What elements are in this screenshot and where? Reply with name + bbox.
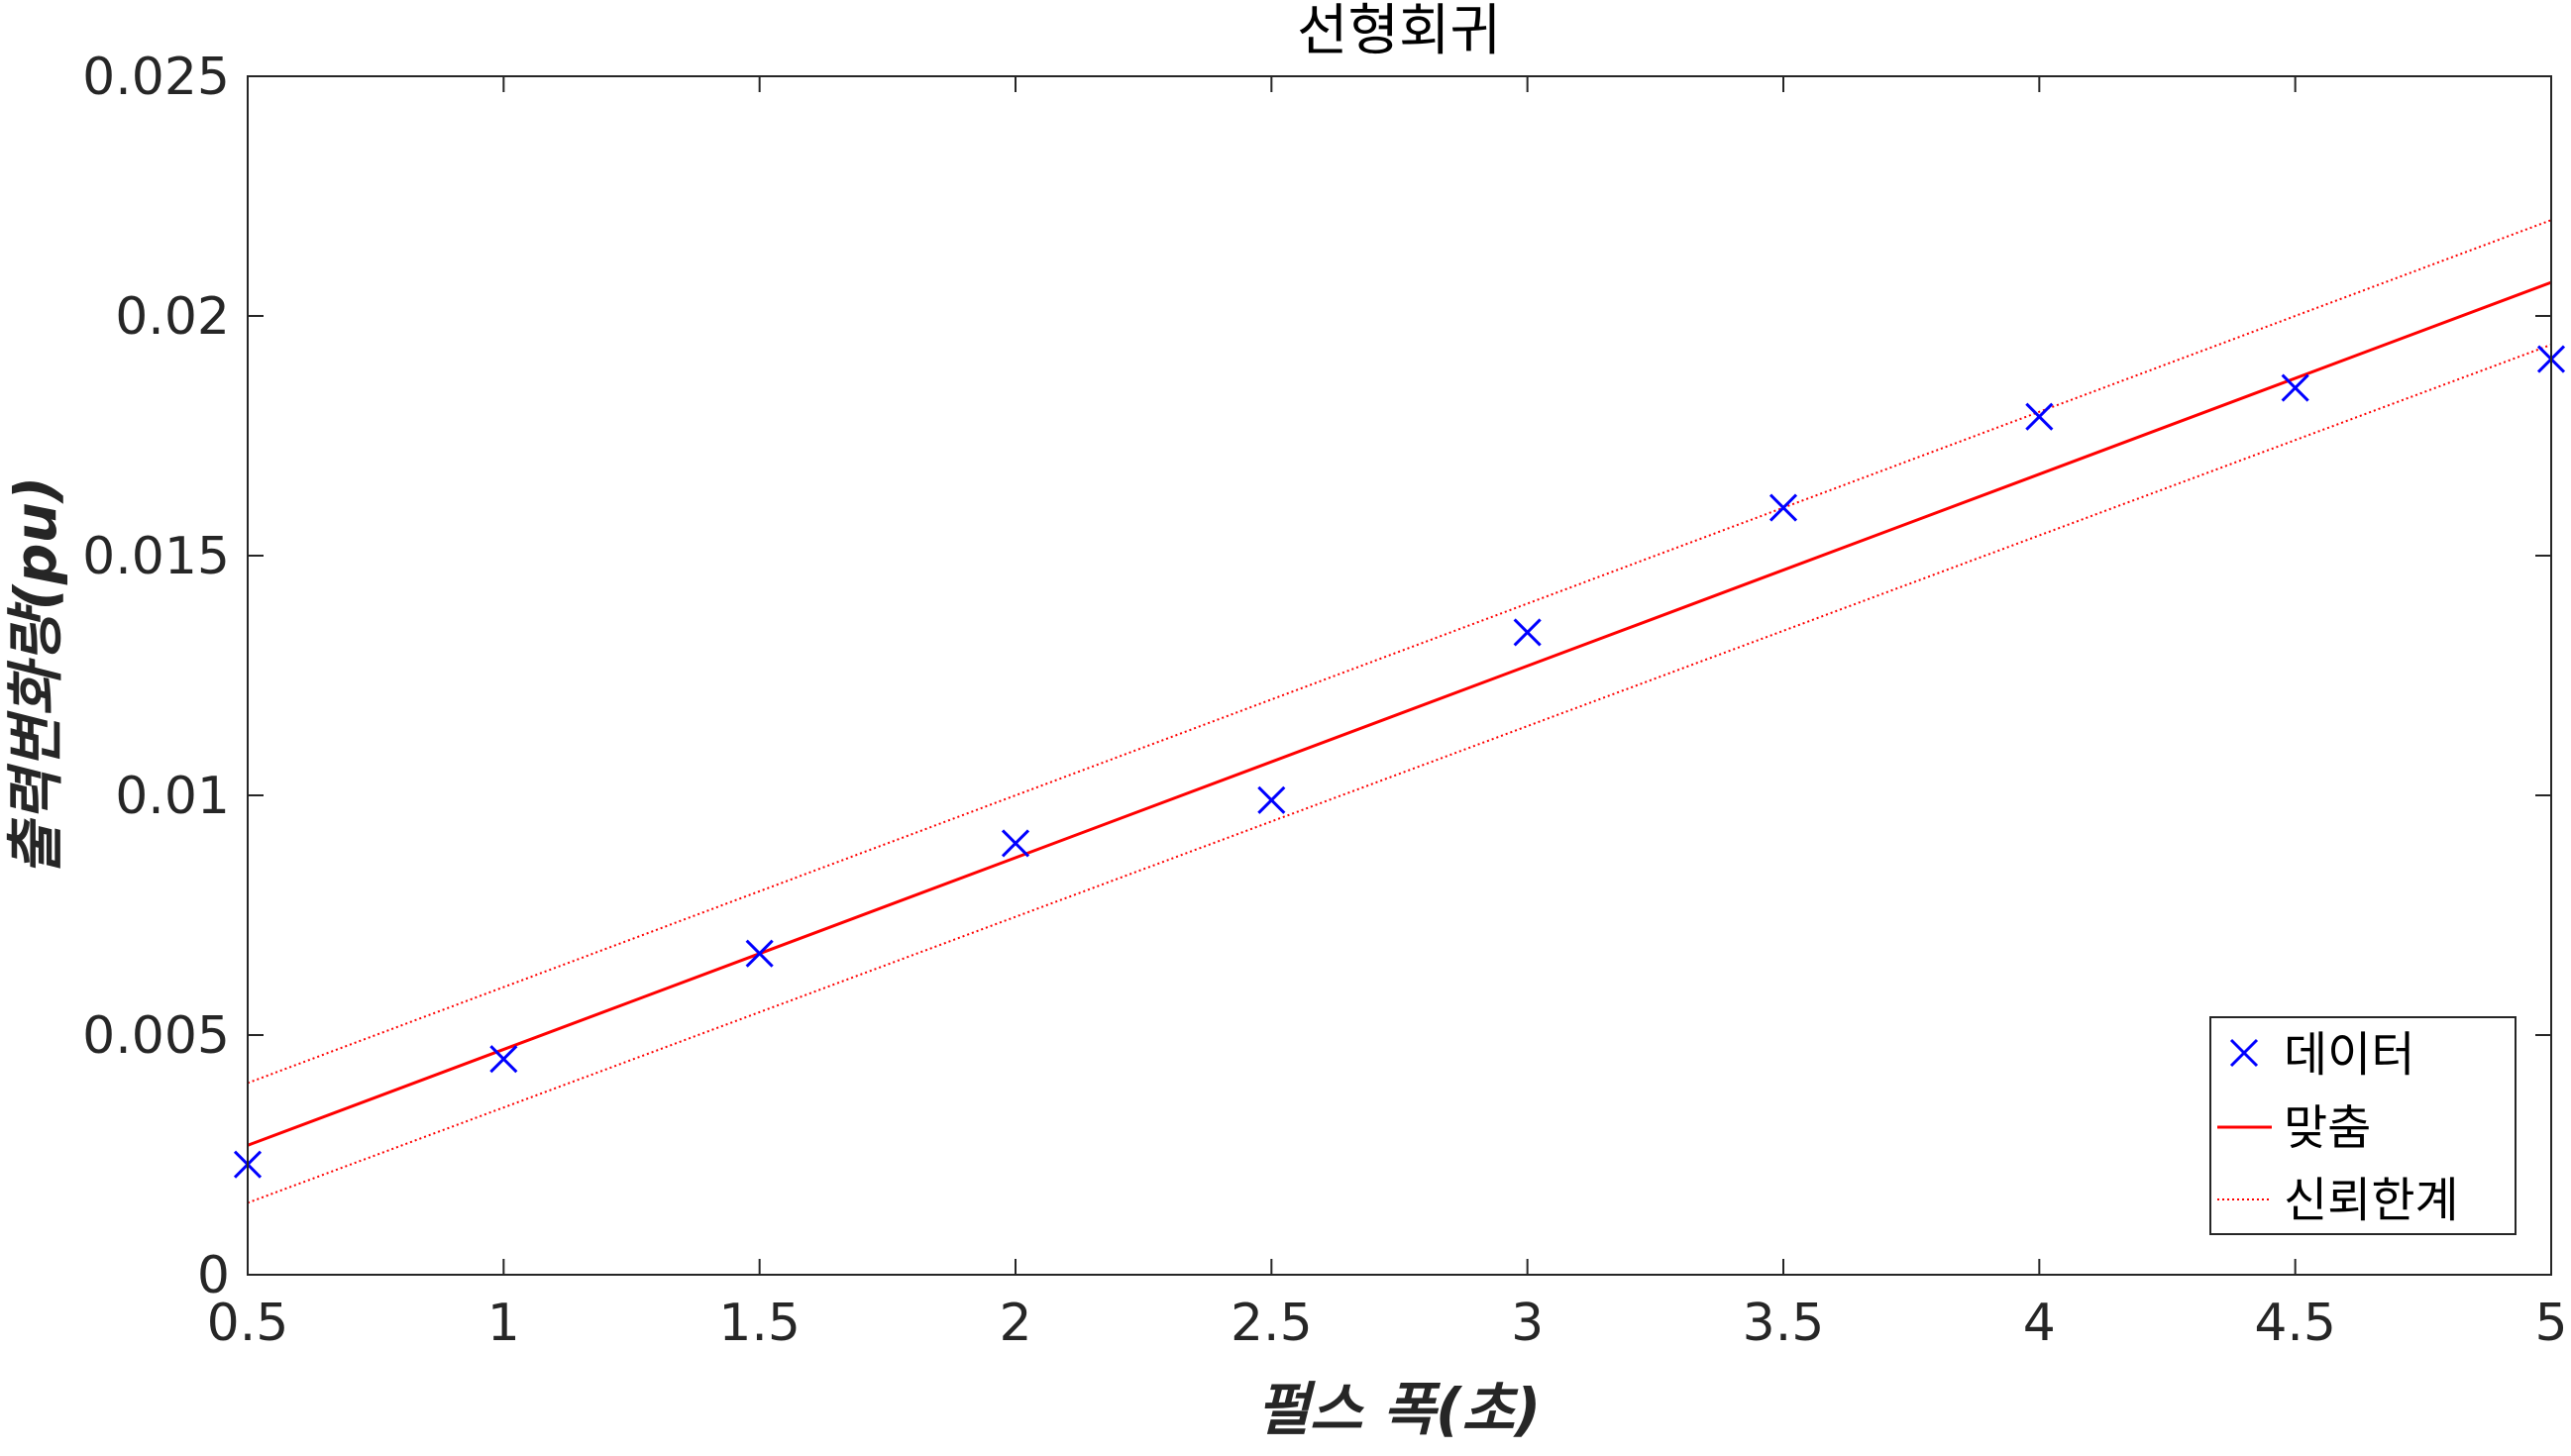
legend-entry-confidence: 신뢰한계 xyxy=(2217,1173,2459,1228)
data-point xyxy=(2025,402,2054,431)
series-layer xyxy=(233,219,2566,1204)
y-tick-label: 0.01 xyxy=(115,767,230,826)
legend-entry-data: 데이터 xyxy=(2229,1027,2414,1083)
x-tick-label: 1.5 xyxy=(718,1294,801,1353)
data-point xyxy=(745,939,774,968)
legend-label: 신뢰한계 xyxy=(2284,1173,2459,1228)
x-tick-label: 3.5 xyxy=(1743,1294,1825,1353)
data-point xyxy=(2281,373,2309,402)
data-point xyxy=(1513,618,1542,647)
axis-ticks: 0.5 1 1.5 2 2.5 3 3.5 4 4.5 5 0 0.005 0.01 0.015 0.02 0… xyxy=(82,48,2567,1353)
y-tick-label: 0.005 xyxy=(82,1006,230,1066)
y-tick-label: 0 xyxy=(197,1246,230,1305)
x-tick-label: 2.5 xyxy=(1231,1294,1313,1353)
y-axis-label: 출력변화량(pu) xyxy=(2,476,69,876)
chart-title: 선형회귀 xyxy=(1297,0,1501,63)
fit-line xyxy=(247,280,2552,1147)
legend-marker-x xyxy=(2229,1038,2259,1068)
data-point xyxy=(1001,829,1030,858)
y-tick-label: 0.015 xyxy=(82,527,230,586)
x-tick-label: 0.5 xyxy=(207,1294,289,1353)
data-point xyxy=(489,1045,518,1074)
x-tick-label: 1 xyxy=(487,1294,520,1353)
x-tick-label: 4 xyxy=(2023,1294,2056,1353)
legend-label: 맞춤 xyxy=(2284,1100,2371,1156)
x-tick-label: 2 xyxy=(999,1294,1031,1353)
confidence-bound-line xyxy=(247,344,2552,1204)
x-tick-label: 4.5 xyxy=(2254,1294,2336,1353)
legend-entry-fit: 맞춤 xyxy=(2217,1100,2371,1156)
data-point xyxy=(1768,493,1798,522)
plot-area-frame xyxy=(247,75,2552,1276)
x-axis-label: 펄스 폭(초) xyxy=(1257,1376,1542,1443)
y-tick-label: 0.02 xyxy=(115,287,230,347)
x-tick-label: 3 xyxy=(1511,1294,1544,1353)
legend: 데이터 맞춤 신뢰한계 xyxy=(2209,1016,2517,1235)
data-point xyxy=(1257,785,1286,814)
y-tick-label: 0.025 xyxy=(82,48,230,107)
confidence-bound-line xyxy=(247,219,2552,1085)
x-tick-label: 5 xyxy=(2534,1294,2567,1353)
legend-label: 데이터 xyxy=(2284,1027,2414,1083)
